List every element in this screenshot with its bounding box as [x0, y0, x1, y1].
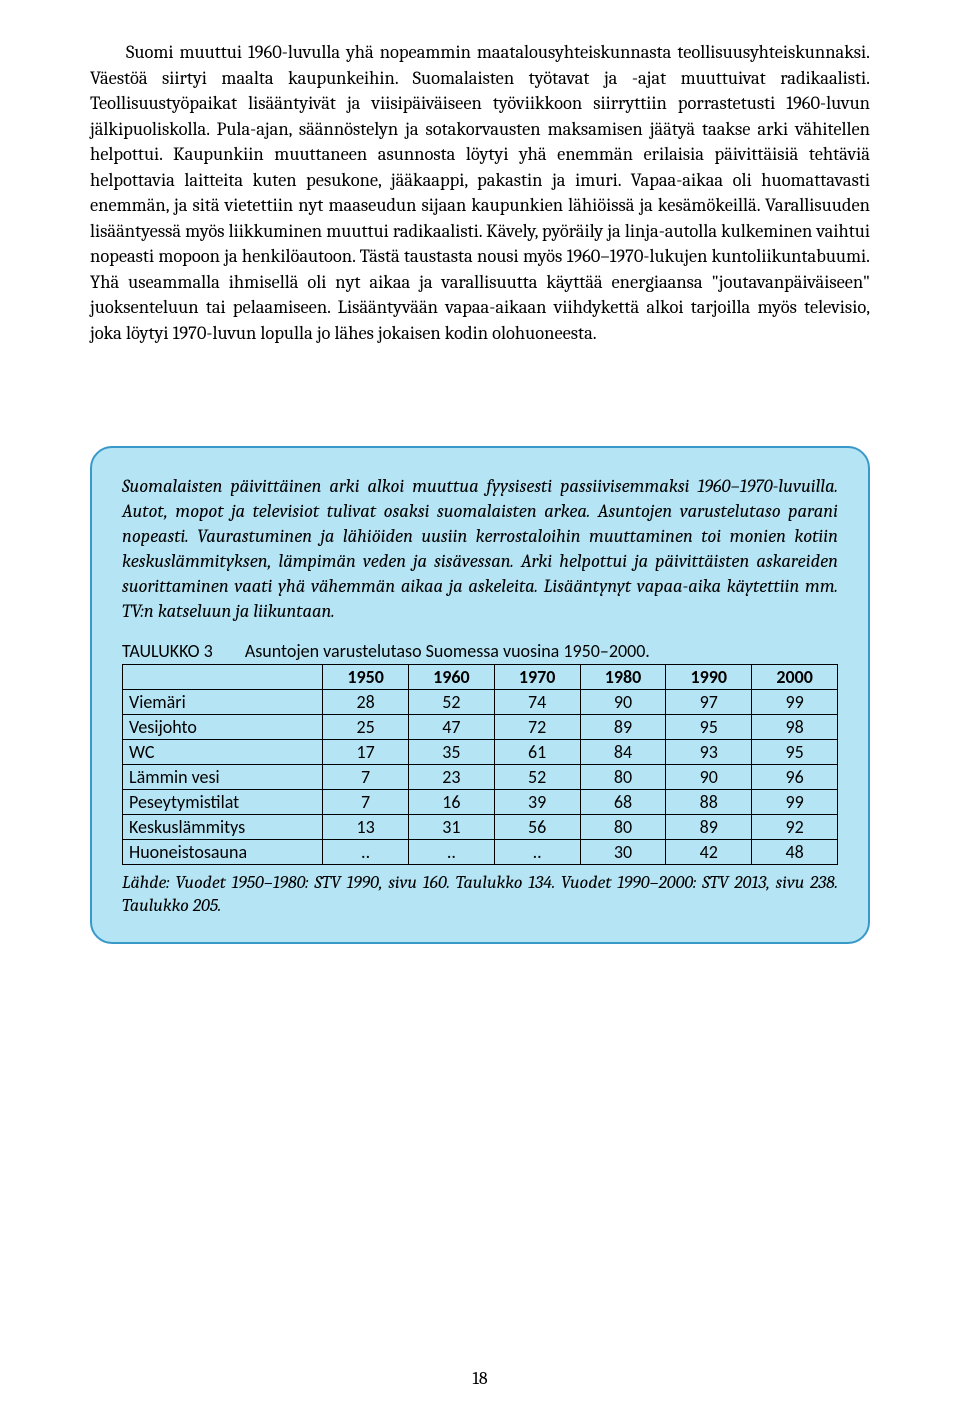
table-cell: 28 [323, 690, 409, 715]
table-cell: 89 [666, 815, 752, 840]
table-cell: 80 [580, 815, 666, 840]
page-content: Suomi muuttui 1960-luvulla yhä nopeammin… [0, 0, 960, 944]
table-label: TAULUKKO 3 [122, 640, 213, 662]
table-header-row: 1950 1960 1970 1980 1990 2000 [123, 665, 838, 690]
callout-box: Suomalaisten päivittäinen arki alkoi muu… [90, 446, 870, 944]
table-cell: 72 [494, 715, 580, 740]
table-row-name: Huoneistosauna [123, 840, 323, 865]
table-cell: 52 [494, 765, 580, 790]
amenities-table: 1950 1960 1970 1980 1990 2000 Viemäri285… [122, 664, 838, 865]
table-row-name: Vesijohto [123, 715, 323, 740]
table-cell: 25 [323, 715, 409, 740]
body-paragraph: Suomi muuttui 1960-luvulla yhä nopeammin… [90, 40, 870, 346]
table-cell: 95 [752, 740, 838, 765]
table-title: Asuntojen varustelutaso Suomessa vuosina… [245, 640, 650, 662]
table-cell: 97 [666, 690, 752, 715]
table-cell: 90 [666, 765, 752, 790]
table-cell: 80 [580, 765, 666, 790]
table-cell: 30 [580, 840, 666, 865]
table-row-name: Viemäri [123, 690, 323, 715]
table-row-name: Peseytymistilat [123, 790, 323, 815]
table-col-header: 1980 [580, 665, 666, 690]
table-col-header: 1950 [323, 665, 409, 690]
table-col-header: 1990 [666, 665, 752, 690]
table-cell: 7 [323, 790, 409, 815]
table-row-name: WC [123, 740, 323, 765]
table-cell: .. [494, 840, 580, 865]
table-row: Keskuslämmitys133156808992 [123, 815, 838, 840]
table-cell: 31 [408, 815, 494, 840]
table-cell: 16 [408, 790, 494, 815]
table-cell: 47 [408, 715, 494, 740]
table-cell: 39 [494, 790, 580, 815]
table-source: Lähde: Vuodet 1950–1980: STV 1990, sivu … [122, 871, 838, 918]
table-cell: 42 [666, 840, 752, 865]
table-cell: 7 [323, 765, 409, 790]
table-cell: 89 [580, 715, 666, 740]
table-cell: 61 [494, 740, 580, 765]
table-header-blank [123, 665, 323, 690]
table-cell: 35 [408, 740, 494, 765]
table-cell: 88 [666, 790, 752, 815]
table-cell: 90 [580, 690, 666, 715]
table-row: Vesijohto254772899598 [123, 715, 838, 740]
table-cell: 95 [666, 715, 752, 740]
table-cell: 23 [408, 765, 494, 790]
table-row-name: Lämmin vesi [123, 765, 323, 790]
table-cell: .. [408, 840, 494, 865]
table-row: Huoneistosauna......304248 [123, 840, 838, 865]
table-cell: 68 [580, 790, 666, 815]
table-cell: 74 [494, 690, 580, 715]
table-col-header: 1960 [408, 665, 494, 690]
table-row: Viemäri285274909799 [123, 690, 838, 715]
table-cell: 92 [752, 815, 838, 840]
table-cell: .. [323, 840, 409, 865]
table-cell: 99 [752, 790, 838, 815]
table-col-header: 1970 [494, 665, 580, 690]
table-cell: 48 [752, 840, 838, 865]
table-cell: 13 [323, 815, 409, 840]
table-row: Lämmin vesi72352809096 [123, 765, 838, 790]
table-cell: 17 [323, 740, 409, 765]
table-row: Peseytymistilat71639688899 [123, 790, 838, 815]
table-row-name: Keskuslämmitys [123, 815, 323, 840]
table-cell: 96 [752, 765, 838, 790]
table-cell: 93 [666, 740, 752, 765]
table-cell: 56 [494, 815, 580, 840]
table-cell: 84 [580, 740, 666, 765]
table-caption: TAULUKKO 3 Asuntojen varustelutaso Suome… [122, 640, 838, 662]
table-cell: 52 [408, 690, 494, 715]
table-row: WC173561849395 [123, 740, 838, 765]
table-cell: 99 [752, 690, 838, 715]
table-cell: 98 [752, 715, 838, 740]
callout-intro: Suomalaisten päivittäinen arki alkoi muu… [122, 474, 838, 624]
table-col-header: 2000 [752, 665, 838, 690]
page-number: 18 [0, 1368, 960, 1389]
